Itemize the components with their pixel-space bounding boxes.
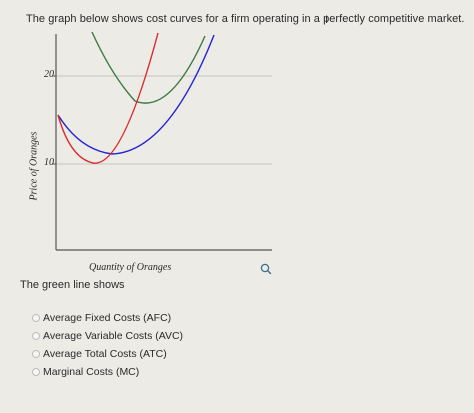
green-curve [91,31,206,104]
radio-button[interactable] [32,314,40,322]
answer-options: Average Fixed Costs (AFC) Average Variab… [32,309,183,381]
y-tick-10: 10 [44,157,54,168]
option-atc[interactable]: Average Total Costs (ATC) [32,345,183,363]
text-cursor-icon: I [325,14,329,26]
option-label: Marginal Costs (MC) [43,366,140,378]
prompt-text: The green line shows [20,279,125,291]
y-axis-label: Price of Oranges [28,131,40,201]
blue-curve [57,34,215,155]
radio-button[interactable] [32,332,40,340]
option-label: Average Variable Costs (AVC) [43,330,184,342]
option-label: Average Fixed Costs (AFC) [43,312,172,324]
radio-button[interactable] [32,368,40,376]
y-tick-20: 20 [44,69,54,80]
question-text: The graph below shows cost curves for a … [26,13,465,25]
option-label: Average Total Costs (ATC) [43,348,167,360]
red-curve [57,32,159,164]
x-axis-label: Quantity of Oranges [89,262,172,273]
option-mc[interactable]: Marginal Costs (MC) [32,363,183,381]
option-avc[interactable]: Average Variable Costs (AVC) [32,327,183,345]
option-afc[interactable]: Average Fixed Costs (AFC) [32,309,183,327]
magnifier-icon[interactable] [259,262,273,276]
radio-button[interactable] [32,350,40,358]
